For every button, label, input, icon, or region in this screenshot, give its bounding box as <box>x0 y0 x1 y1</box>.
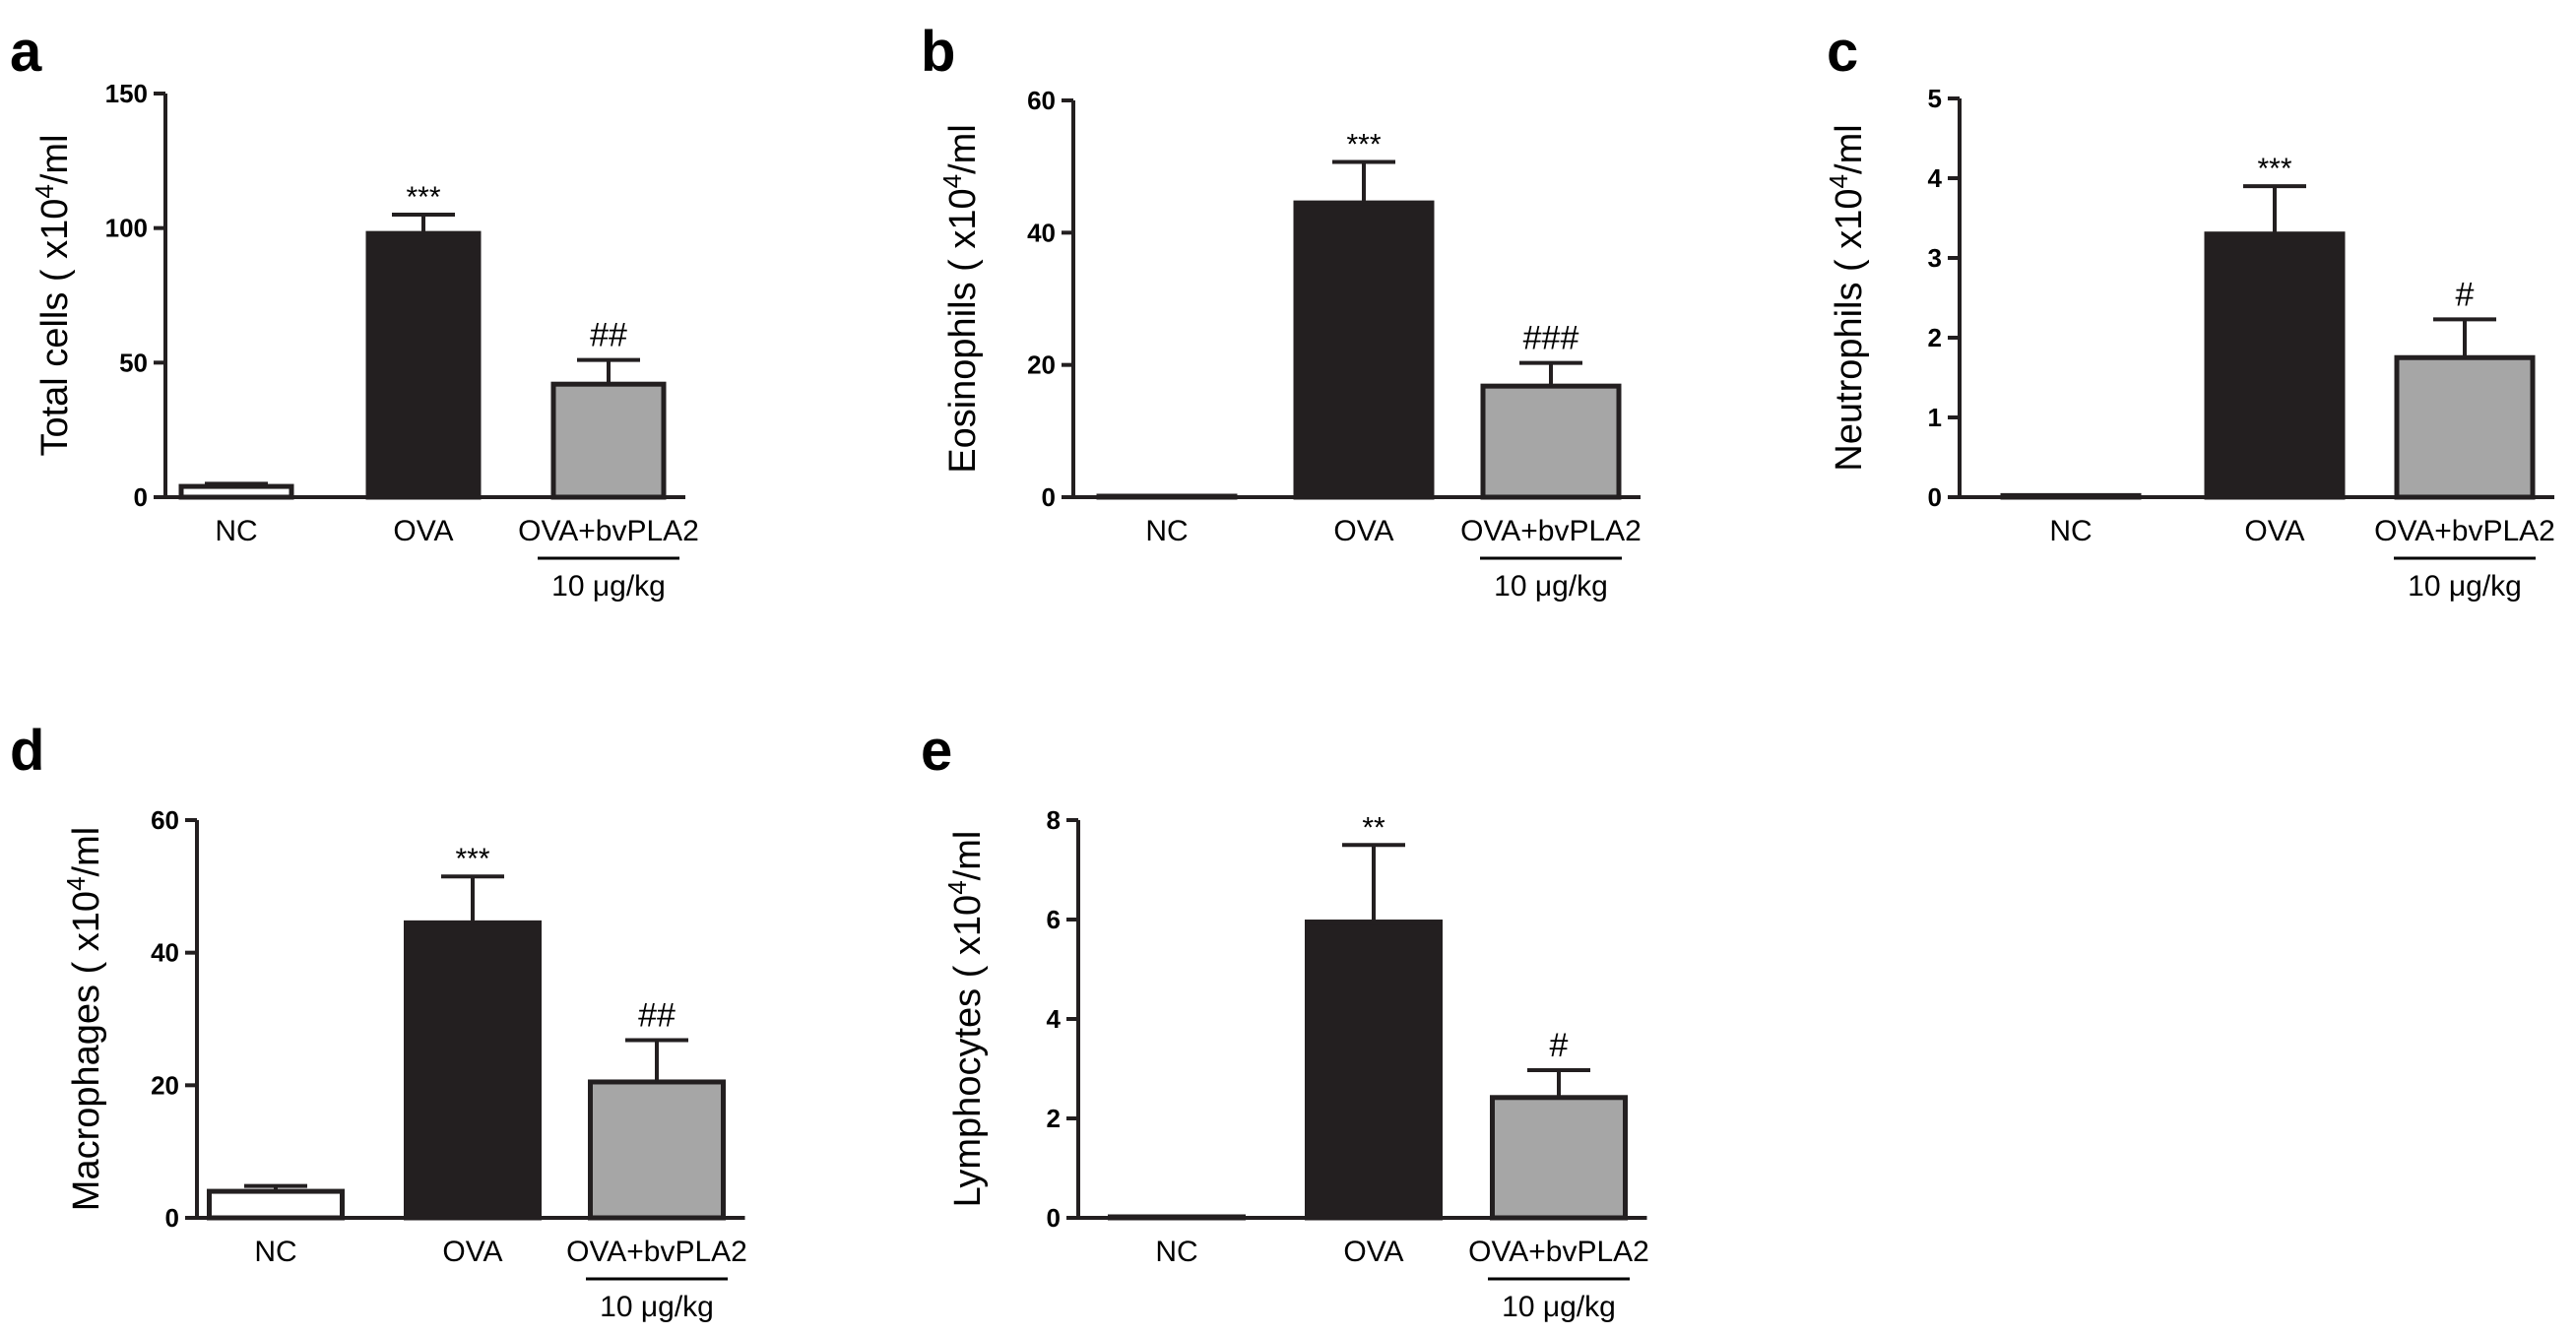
panel-c: c 0 1 2 3 4 5 Neutrophils ( x104/ml NC *** OVA # OVA… <box>1824 20 2555 603</box>
y-tick-label: 40 <box>1027 218 1056 247</box>
bar-ova <box>365 230 482 500</box>
panel-letter: d <box>10 719 44 783</box>
dose-label: 10 μg/kg <box>600 1291 714 1323</box>
y-tick-label: 4 <box>1928 163 1943 193</box>
y-axis-title: Neutrophils ( x104/ml <box>1824 124 1870 471</box>
x-category-label: OVA <box>442 1236 502 1268</box>
x-category-label: NC <box>1145 515 1188 547</box>
significance-marker: ## <box>638 997 676 1035</box>
y-axis-title: Total cells ( x104/ml <box>30 134 76 456</box>
bar-ova-bvpla2 <box>550 381 667 500</box>
y-tick-label: 3 <box>1928 243 1942 273</box>
bar-nc <box>2000 492 2142 500</box>
bar-nc <box>207 1188 345 1221</box>
x-category-label: OVA <box>1343 1236 1403 1268</box>
significance-marker: ## <box>590 317 627 354</box>
x-category-label: NC <box>215 515 257 547</box>
dose-label: 10 μg/kg <box>1494 570 1608 603</box>
y-tick-label: 0 <box>134 482 148 512</box>
significance-marker: ** <box>1362 811 1385 844</box>
significance-marker: # <box>2456 276 2475 313</box>
dose-label: 10 μg/kg <box>551 570 666 603</box>
bar-ova <box>1293 200 1435 500</box>
bar-ova <box>1305 920 1443 1221</box>
bar-ova-bvpla2 <box>588 1079 726 1221</box>
significance-marker: *** <box>455 843 489 875</box>
y-tick-label: 1 <box>1928 403 1942 432</box>
x-category-label: NC <box>254 1236 296 1268</box>
bar-ova-bvpla2 <box>2394 354 2536 500</box>
panel-a: a 0 50 100 150 Total cells ( x104/ml NC *** OVA #… <box>10 20 699 603</box>
y-axis-title: Eosinophils ( x104/ml <box>937 124 984 474</box>
y-tick-label: 0 <box>1042 482 1056 512</box>
panel-letter: a <box>10 20 42 84</box>
y-tick-label: 150 <box>105 79 148 108</box>
x-category-label: NC <box>2049 515 2092 547</box>
dose-label: 10 μg/kg <box>1502 1291 1616 1323</box>
panel-letter: b <box>921 20 955 84</box>
y-tick-label: 8 <box>1047 805 1061 835</box>
y-tick-label: 0 <box>1928 482 1942 512</box>
y-tick-label: 4 <box>1047 1004 1062 1034</box>
panel-d: d 0 20 40 60 Macrophages ( x104/ml NC *** OVA ## O… <box>10 719 747 1323</box>
x-category-label: OVA+bvPLA2 <box>1468 1236 1649 1268</box>
y-tick-label: 6 <box>1047 905 1061 934</box>
bar-nc <box>1108 1214 1246 1221</box>
panel-letter: e <box>921 719 952 783</box>
significance-marker: # <box>1550 1027 1569 1064</box>
y-tick-label: 5 <box>1928 84 1942 113</box>
y-tick-label: 2 <box>1928 323 1942 352</box>
y-tick-label: 2 <box>1047 1104 1061 1133</box>
significance-marker: ### <box>1523 320 1579 357</box>
x-category-label: OVA <box>1333 515 1393 547</box>
x-category-label: OVA <box>2244 515 2304 547</box>
x-category-label: NC <box>1155 1236 1197 1268</box>
x-category-label: OVA <box>393 515 453 547</box>
y-tick-label: 60 <box>1027 86 1056 115</box>
bar-ova-bvpla2 <box>1490 1095 1628 1221</box>
bar-ova <box>2204 231 2346 500</box>
y-tick-label: 0 <box>1047 1203 1061 1233</box>
y-tick-label: 20 <box>1027 350 1056 380</box>
bar-nc <box>178 483 294 500</box>
y-tick-label: 100 <box>105 214 148 243</box>
y-tick-label: 20 <box>151 1070 179 1100</box>
significance-marker: *** <box>2257 153 2291 185</box>
x-category-label: OVA+bvPLA2 <box>1460 515 1642 547</box>
y-tick-label: 40 <box>151 938 179 968</box>
y-axis-title: Macrophages ( x104/ml <box>61 827 107 1211</box>
bar-ova <box>404 920 542 1221</box>
y-tick-label: 50 <box>119 348 148 377</box>
panel-letter: c <box>1827 20 1858 84</box>
x-category-label: OVA+bvPLA2 <box>518 515 699 547</box>
panel-e: e 0 2 4 6 8 Lymphocytes ( x104/ml NC ** OVA # OVA+b… <box>921 719 1649 1323</box>
bar-nc <box>1096 493 1238 500</box>
y-tick-label: 0 <box>165 1203 179 1233</box>
dose-label: 10 μg/kg <box>2408 570 2522 603</box>
x-category-label: OVA+bvPLA2 <box>566 1236 747 1268</box>
y-tick-label: 60 <box>151 805 179 835</box>
panel-b: b 0 20 40 60 Eosinophils ( x104/ml NC *** OVA ###… <box>921 20 1642 603</box>
y-axis-title: Lymphocytes ( x104/ml <box>942 831 989 1208</box>
bar-ova-bvpla2 <box>1480 383 1622 500</box>
significance-marker: *** <box>1346 128 1381 160</box>
x-category-label: OVA+bvPLA2 <box>2374 515 2555 547</box>
significance-marker: *** <box>406 181 440 214</box>
